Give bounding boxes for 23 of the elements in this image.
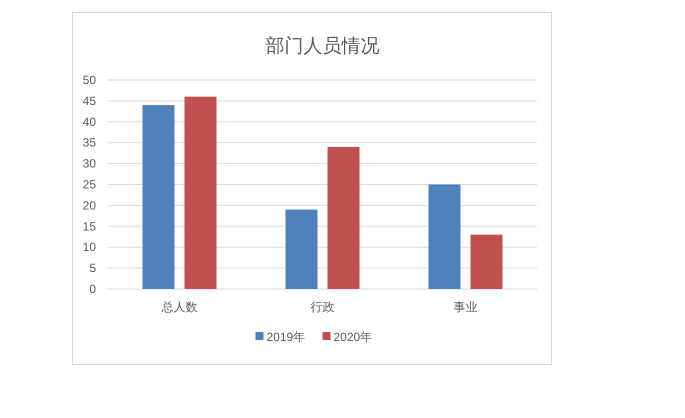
y-tick-label: 35 — [82, 136, 96, 150]
bar — [328, 146, 360, 289]
bar — [286, 210, 318, 289]
y-tick-label: 50 — [82, 73, 96, 87]
y-tick-label: 20 — [82, 198, 96, 212]
y-tick-label: 40 — [82, 114, 96, 129]
y-tick-label: 45 — [82, 94, 96, 108]
y-tick-label: 10 — [82, 240, 96, 254]
bar — [470, 234, 502, 289]
y-tick-label: 15 — [82, 219, 96, 234]
chart-title: 部门人员情况 — [266, 35, 380, 57]
bar — [142, 105, 174, 289]
y-tick-label: 5 — [89, 261, 96, 276]
bar — [428, 184, 460, 289]
legend-label: 2019年 — [266, 330, 306, 344]
y-tick-label: 30 — [82, 156, 96, 171]
bar — [184, 96, 216, 289]
x-tick-label: 事业 — [454, 300, 478, 314]
legend-label: 2020年 — [334, 330, 372, 344]
x-tick-label: 行政 — [310, 300, 334, 314]
y-tick-label: 25 — [82, 178, 96, 192]
x-tick-label: 总人数 — [160, 300, 198, 314]
y-tick-label: 0 — [89, 282, 96, 296]
